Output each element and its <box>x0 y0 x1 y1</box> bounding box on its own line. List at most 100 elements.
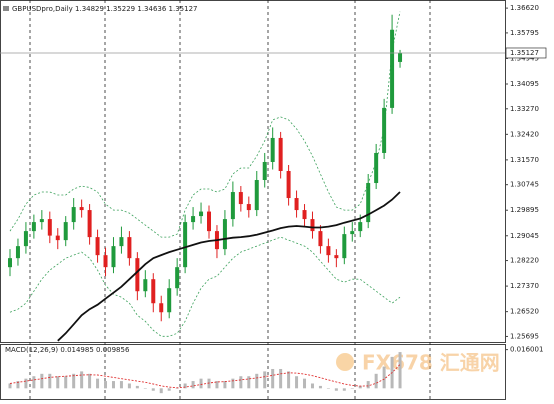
candle-body <box>358 222 363 232</box>
y-tick-label: 1.34945 <box>510 54 539 62</box>
candle-body <box>15 246 20 259</box>
macd-bar <box>215 381 219 389</box>
macd-bar <box>72 373 76 389</box>
macd-bar <box>56 376 60 389</box>
macd-bar <box>64 376 68 389</box>
y-tick-label: 1.29895 <box>510 206 539 214</box>
y-tick-label: 1.34095 <box>510 80 539 88</box>
macd-bar <box>223 381 227 389</box>
macd-bar <box>374 373 378 389</box>
y-tick-label: 1.29045 <box>510 232 539 240</box>
y-tick-label: 1.27370 <box>510 282 539 290</box>
macd-bar <box>326 388 330 389</box>
candle-body <box>47 219 52 236</box>
candle-body <box>111 246 116 268</box>
candle-body <box>294 198 299 211</box>
macd-bar <box>247 376 251 389</box>
candle-body <box>390 29 395 108</box>
candle-body <box>55 235 60 241</box>
macd-bar <box>358 385 362 389</box>
macd-signal <box>9 364 401 389</box>
macd-bar <box>104 381 108 389</box>
candle-body <box>87 210 92 238</box>
macd-bar <box>88 373 92 389</box>
candle-body <box>230 192 235 220</box>
y-tick-label: 1.31570 <box>510 156 539 164</box>
candle-body <box>302 210 307 220</box>
macd-bar <box>366 381 370 389</box>
macd-bar <box>175 388 179 389</box>
candle-body <box>382 107 387 153</box>
candle-body <box>39 219 44 223</box>
candle-body <box>183 222 188 268</box>
candle-body <box>63 222 68 241</box>
macd-bar <box>255 373 259 389</box>
macd-bar <box>111 381 115 389</box>
y-tick-label: 1.28220 <box>510 257 539 265</box>
macd-bar <box>183 383 187 389</box>
candle-body <box>119 237 124 247</box>
bollinger-lower <box>9 236 401 337</box>
bollinger-upper <box>9 11 401 238</box>
macd-bar <box>159 388 163 394</box>
macd-bar <box>199 378 203 389</box>
y-tick-label: 1.33270 <box>510 105 539 113</box>
candle-body <box>23 231 28 247</box>
macd-bar <box>271 368 275 389</box>
candle-body <box>278 137 283 171</box>
macd-bar <box>40 373 44 389</box>
macd-bar <box>8 383 12 389</box>
macd-bar <box>32 376 36 389</box>
macd-bar <box>16 381 20 389</box>
candle-body <box>151 279 156 304</box>
candle-body <box>318 231 323 247</box>
candle-body <box>238 192 243 205</box>
macd-bar <box>143 388 147 389</box>
candle-body <box>350 231 355 235</box>
y-tick-label: 1.32420 <box>510 130 539 138</box>
candle-body <box>8 258 12 268</box>
candle-body <box>246 204 251 211</box>
macd-label: MACD(12,26,9) 0.014985 0.009856 <box>5 346 130 354</box>
candle-body <box>175 267 180 289</box>
candle-body <box>143 279 148 292</box>
candle-body <box>199 211 204 217</box>
macd-bar <box>239 376 243 389</box>
y-tick-label: 0.016001 <box>510 346 543 354</box>
candle-body <box>342 234 347 259</box>
candle-body <box>79 207 84 211</box>
candle-body <box>326 246 331 256</box>
macd-bar <box>318 385 322 389</box>
candle-body <box>310 219 315 232</box>
candle-body <box>222 219 227 250</box>
macd-bar <box>303 378 307 389</box>
price-pane-border <box>0 0 506 343</box>
candle-body <box>286 171 291 199</box>
watermark-icon <box>336 353 354 371</box>
symbol-icon <box>3 6 9 11</box>
macd-bar <box>24 378 28 389</box>
y-tick-label: 1.36620 <box>510 4 539 12</box>
candle-body <box>191 216 196 223</box>
macd-bar <box>207 378 211 389</box>
macd-bar <box>80 371 84 389</box>
candle-body <box>207 211 211 232</box>
candle-body <box>167 288 172 313</box>
candle-body <box>103 255 108 268</box>
macd-bar <box>263 371 267 389</box>
macd-bar <box>96 378 100 389</box>
candle-body <box>334 255 339 259</box>
macd-bar <box>310 383 314 389</box>
candle-body <box>262 161 267 181</box>
candle-body <box>159 303 164 313</box>
macd-bar <box>295 376 299 389</box>
candle-body <box>366 183 371 223</box>
candle-body <box>398 52 403 62</box>
candle-body <box>127 237 132 259</box>
candle-body <box>254 180 259 211</box>
macd-bar <box>334 388 338 391</box>
y-tick-label: 1.25695 <box>510 332 539 340</box>
macd-bar <box>191 381 195 389</box>
